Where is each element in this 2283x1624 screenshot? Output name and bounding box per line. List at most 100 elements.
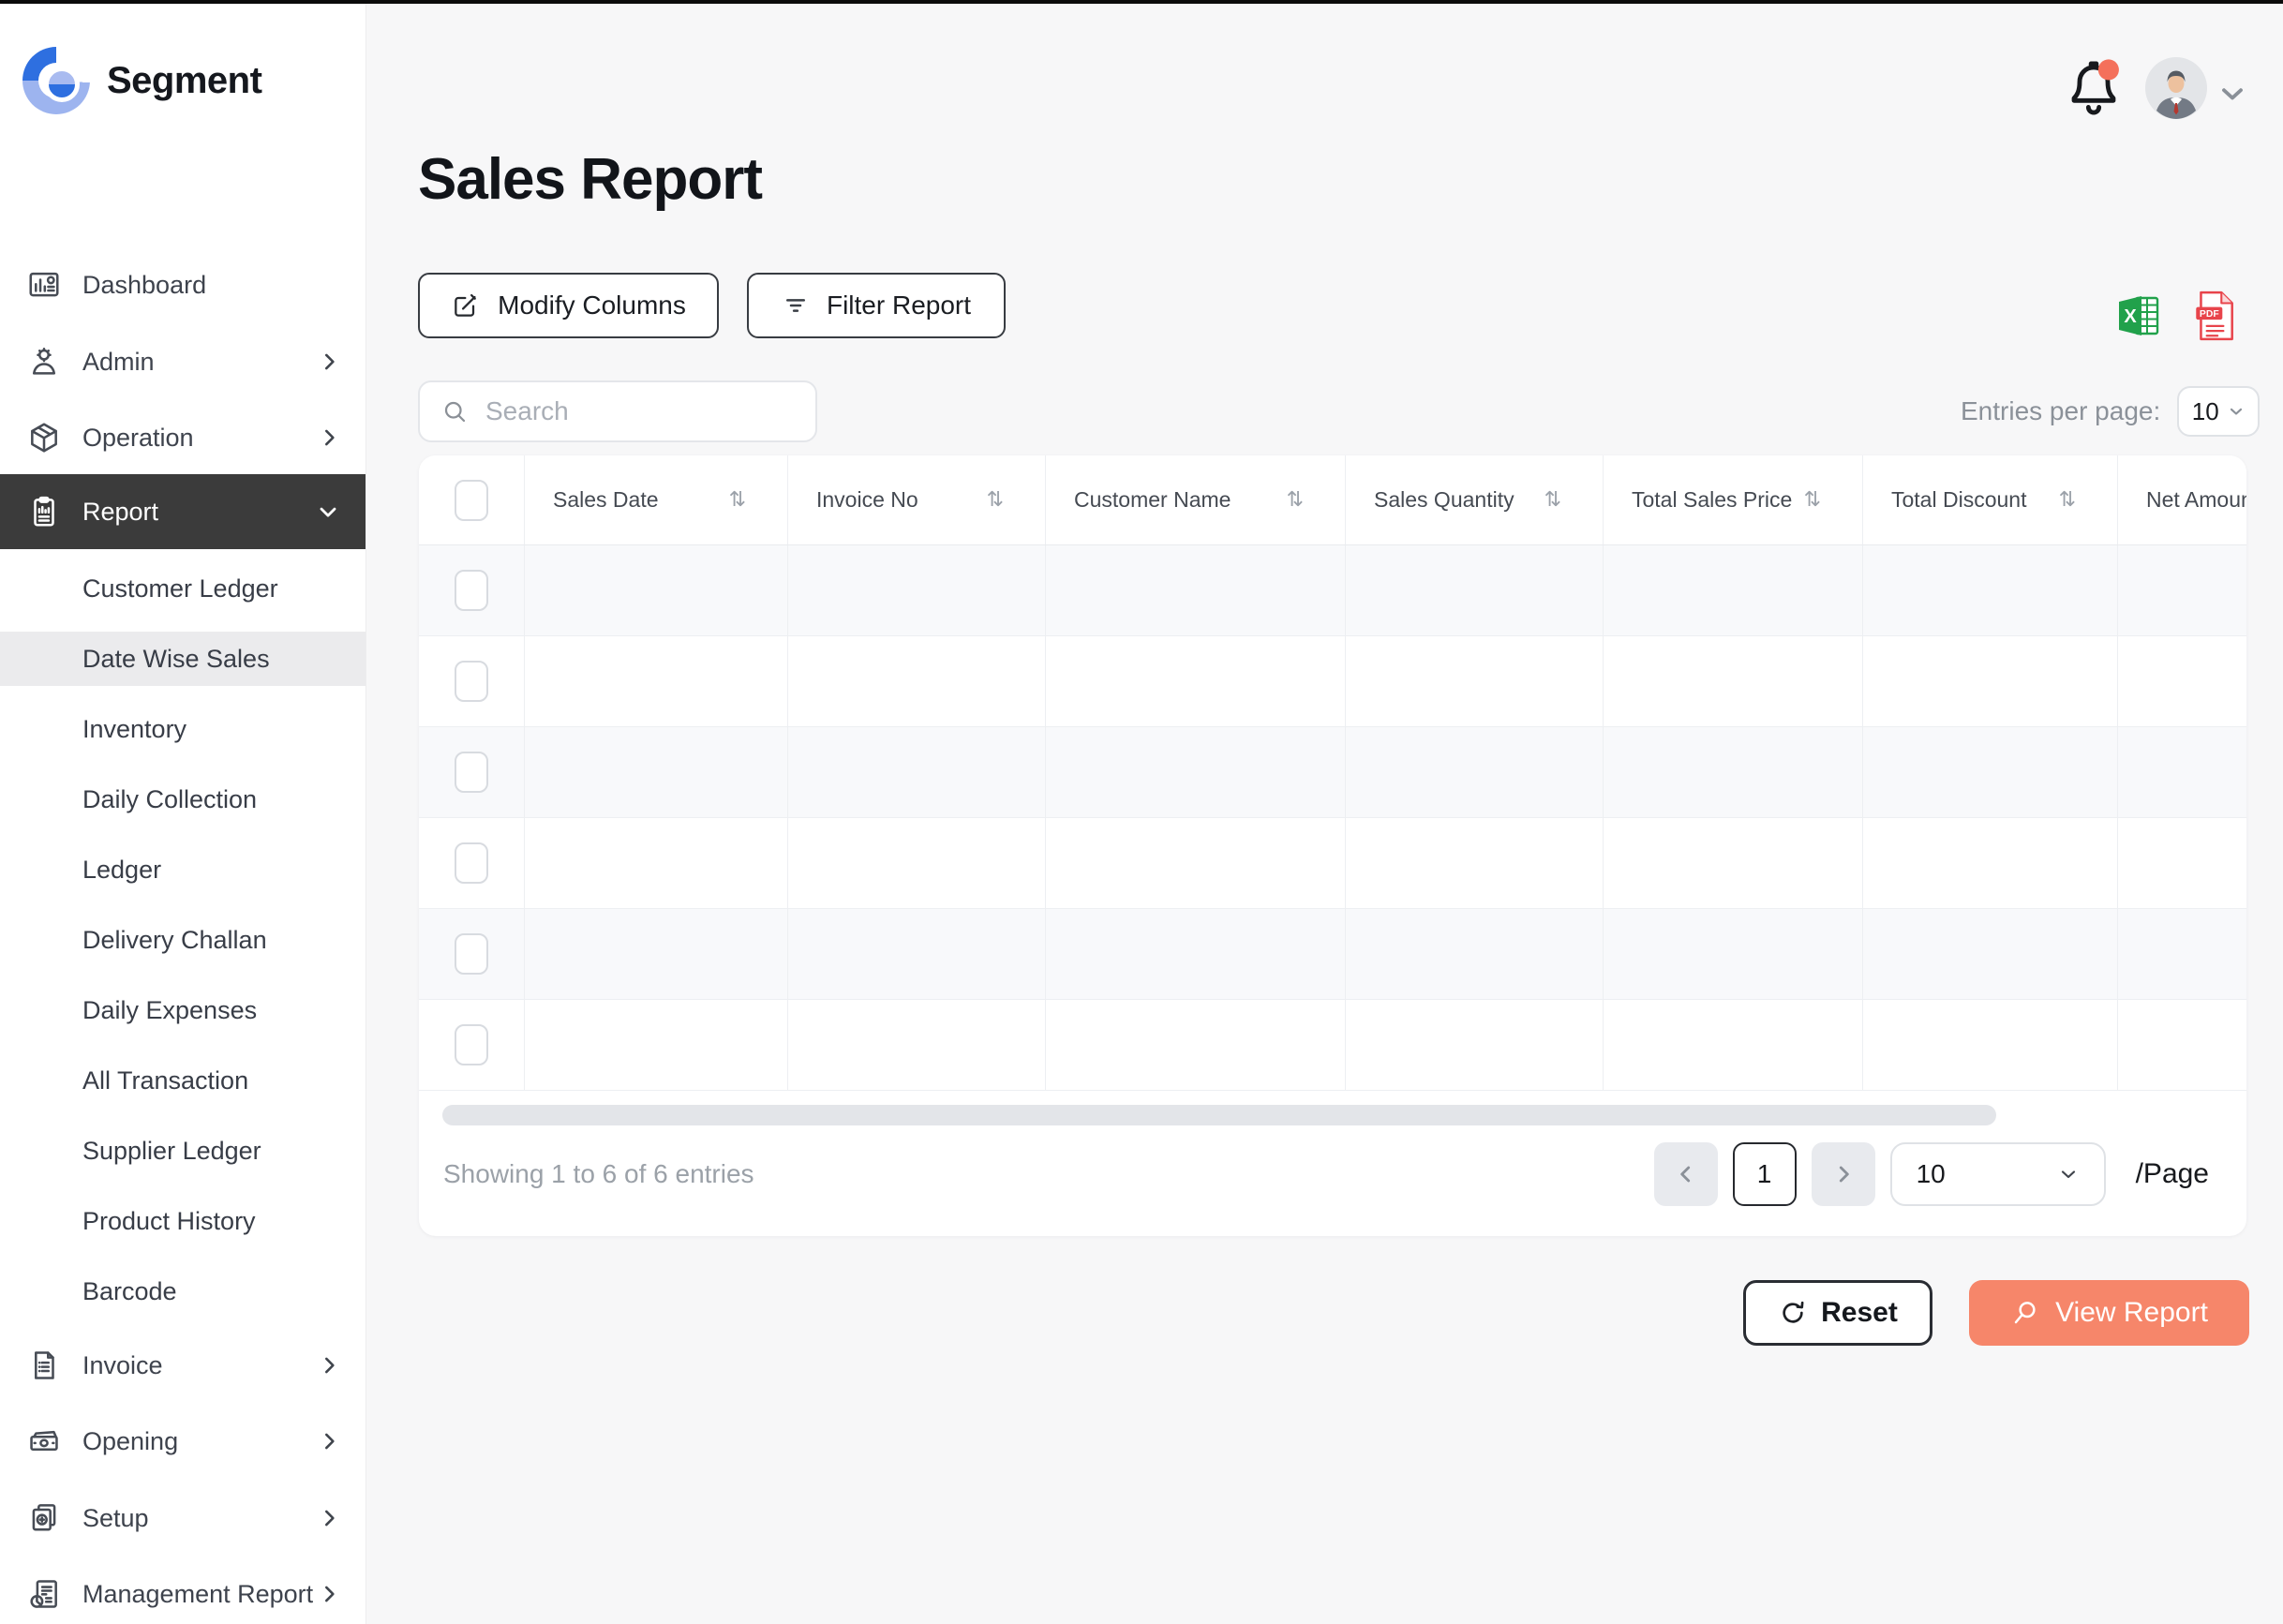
column-header-net-amount[interactable]: Net Amount⇅ [2118,455,2246,544]
sort-icon[interactable]: ⇅ [728,488,746,512]
page-size-value: 10 [1916,1159,1946,1188]
table-cell [1863,727,2118,817]
table-header-row: Sales Date ⇅ Invoice No ⇅ Customer Name ⇅ S… [419,455,2246,545]
brand-logo[interactable]: Segment [22,41,341,120]
user-menu-chevron-icon[interactable] [2216,77,2249,111]
sidebar-item-admin[interactable]: Admin [0,332,366,392]
table-cell [1604,636,1863,726]
sidebar-subitem-barcode[interactable]: Barcode [0,1264,366,1319]
chevron-down-icon [315,499,341,525]
entries-per-page-select[interactable]: 10 [2177,386,2261,437]
sidebar-subitem-product-history[interactable]: Product History [0,1194,366,1248]
sidebar-item-label: Opening [82,1426,179,1455]
sidebar-subitem-delivery-challan[interactable]: Delivery Challan [0,913,366,967]
pagination-next-button[interactable] [1811,1142,1875,1206]
modify-columns-label: Modify Columns [498,291,686,320]
sidebar-item-opening[interactable]: Opening [0,1411,366,1471]
sort-icon[interactable]: ⇅ [1544,488,1561,512]
horizontal-scrollbar[interactable] [442,1105,1996,1125]
sidebar-item-management-report[interactable]: Management Report [0,1564,366,1624]
sidebar-subitem-all-transaction[interactable]: All Transaction [0,1053,366,1108]
column-header-sales-date[interactable]: Sales Date ⇅ [525,455,788,544]
search-input[interactable] [484,395,826,427]
column-header-customer-name[interactable]: Customer Name ⇅ [1046,455,1346,544]
reset-label: Reset [1821,1297,1898,1328]
opening-icon [24,1423,64,1459]
sidebar-subitem-inventory[interactable]: Inventory [0,702,366,756]
pdf-label-glyph: PDF [2200,309,2219,320]
sidebar-subitem-supplier-ledger[interactable]: Supplier Ledger [0,1124,366,1178]
subitem-label: Ledger [82,855,162,884]
reset-button[interactable]: Reset [1743,1280,1932,1346]
modify-columns-button[interactable]: Modify Columns [418,273,719,338]
sidebar-item-report[interactable]: Report [0,474,366,549]
column-label: Sales Quantity [1374,487,1515,512]
table-cell [1863,818,2118,908]
sidebar-item-dashboard[interactable]: Dashboard [0,255,366,315]
notification-bell-icon[interactable] [2062,56,2126,124]
page-size-select[interactable]: 10 [1889,1142,2106,1206]
row-checkbox[interactable] [455,661,488,702]
table-cell [1346,545,1604,635]
row-checkbox[interactable] [455,570,488,611]
sidebar-subitem-customer-ledger[interactable]: Customer Ledger [0,561,366,616]
entries-per-page-value: 10 [2191,396,2219,425]
sidebar-item-operation[interactable]: Operation [0,408,366,468]
table-cell [788,909,1046,999]
reset-icon [1778,1298,1808,1328]
table-cell [1346,636,1604,726]
row-checkbox[interactable] [455,933,488,975]
column-header-total-discount[interactable]: Total Discount ⇅ [1863,455,2118,544]
table-cell [1863,909,2118,999]
subitem-label: Daily Collection [82,784,258,813]
column-header-total-sales-price[interactable]: Total Sales Price ⇅ [1604,455,1863,544]
table-header-checkbox-cell [419,455,525,544]
export-pdf-icon[interactable]: PDF [2193,291,2236,341]
column-label: Total Sales Price [1632,487,1793,512]
edit-icon [451,291,481,320]
pagination-current-page-button[interactable]: 1 [1732,1142,1797,1206]
sidebar-item-invoice[interactable]: Invoice [0,1335,366,1395]
table-cell [1863,636,2118,726]
table-cell [788,545,1046,635]
column-header-sales-quantity[interactable]: Sales Quantity ⇅ [1346,455,1604,544]
showing-entries-text: Showing 1 to 6 of 6 entries [443,1159,754,1188]
view-report-label: View Report [2055,1297,2208,1328]
table-cell [1046,909,1346,999]
subitem-label: Supplier Ledger [82,1136,261,1165]
sort-icon[interactable]: ⇅ [986,488,1004,512]
column-label: Sales Date [553,487,659,512]
sort-icon[interactable]: ⇅ [1286,488,1304,512]
row-checkbox[interactable] [455,752,488,793]
table-cell [525,909,788,999]
table-cell [525,1000,788,1090]
row-checkbox[interactable] [455,842,488,884]
sidebar-subitem-date-wise-sales[interactable]: Date Wise Sales [0,632,366,686]
table-cell [1346,818,1604,908]
sidebar-subitem-ledger[interactable]: Ledger [0,842,366,897]
column-label: Customer Name [1074,487,1231,512]
user-avatar[interactable] [2144,56,2208,120]
view-report-button[interactable]: View Report [1969,1280,2249,1346]
table-row [419,636,2246,727]
column-header-invoice-no[interactable]: Invoice No ⇅ [788,455,1046,544]
sidebar-item-setup[interactable]: Setup [0,1488,366,1548]
row-checkbox[interactable] [455,1024,488,1065]
table-cell [525,727,788,817]
select-all-checkbox[interactable] [455,479,488,521]
brand-name: Segment [107,59,262,101]
pagination: 1 10 /Page [1653,1142,2209,1206]
sidebar-subitem-daily-collection[interactable]: Daily Collection [0,772,366,827]
chevron-right-icon [317,1506,341,1530]
pagination-prev-button[interactable] [1653,1142,1718,1206]
table-cell [2118,545,2246,635]
filter-report-button[interactable]: Filter Report [747,273,1006,338]
column-label: Invoice No [816,487,918,512]
sort-icon[interactable]: ⇅ [2058,488,2076,512]
export-excel-icon[interactable]: X [2116,292,2161,339]
sidebar-subitem-daily-expenses[interactable]: Daily Expenses [0,983,366,1037]
table-cell [1346,1000,1604,1090]
table-cell [525,818,788,908]
sort-icon[interactable]: ⇅ [1803,488,1821,512]
table-cell [1604,727,1863,817]
